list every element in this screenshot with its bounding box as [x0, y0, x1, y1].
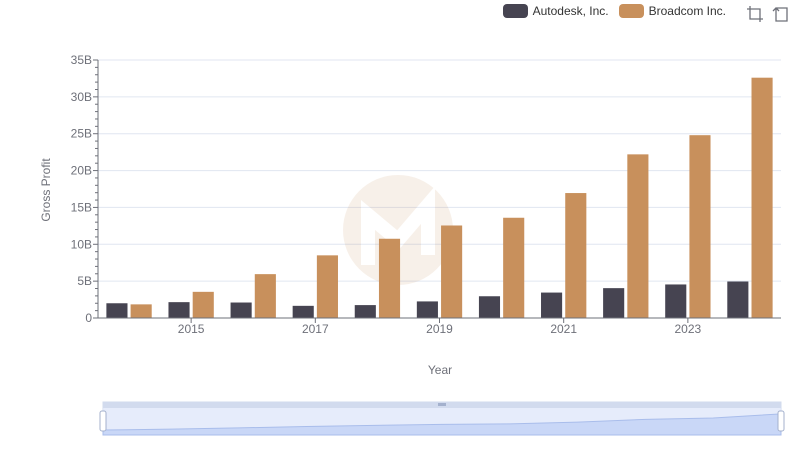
y-tick-label: 5B: [77, 274, 92, 288]
bar-autodesk-2018[interactable]: [354, 305, 376, 318]
y-axis: 0 5B 10B 15B 20B 25B 30B 35B: [71, 53, 99, 325]
legend-item-autodesk[interactable]: Autodesk, Inc.: [502, 4, 609, 18]
legend-swatch-broadcom: [618, 4, 644, 18]
bar-broadcom-2020[interactable]: [503, 217, 525, 318]
y-tick-label: 25B: [71, 127, 92, 141]
bar-broadcom-2016[interactable]: [254, 274, 276, 318]
y-tick-label: 15B: [71, 200, 92, 214]
bar-autodesk-2022[interactable]: [603, 288, 625, 318]
bar-broadcom-2018[interactable]: [378, 238, 401, 318]
y-tick-label: 10B: [71, 237, 92, 251]
slider-left-handle[interactable]: [99, 410, 107, 432]
bar-autodesk-2017[interactable]: [292, 305, 314, 318]
y-tick-label: 30B: [71, 90, 92, 104]
legend-item-broadcom[interactable]: Broadcom Inc.: [618, 4, 726, 18]
x-tick-label: 2017: [302, 322, 329, 336]
slider-right-handle[interactable]: [777, 410, 785, 432]
bar-broadcom-2015[interactable]: [192, 291, 214, 318]
y-tick-label: 20B: [71, 164, 92, 178]
x-tick-label: 2019: [426, 322, 453, 336]
bar-autodesk-2014[interactable]: [106, 303, 128, 318]
legend: Autodesk, Inc. Broadcom Inc.: [502, 4, 726, 18]
data-zoom-slider[interactable]: [99, 401, 785, 436]
x-axis-title: Year: [428, 363, 452, 377]
bar-autodesk-2024[interactable]: [727, 281, 749, 318]
bar-broadcom-2021[interactable]: [565, 193, 587, 318]
y-tick-label: 0: [85, 311, 92, 325]
bar-broadcom-2017[interactable]: [316, 255, 338, 318]
legend-label-autodesk: Autodesk, Inc.: [532, 4, 609, 18]
slider-grip[interactable]: [438, 403, 446, 406]
x-tick-label: 2023: [675, 322, 702, 336]
x-tick-label: 2021: [550, 322, 577, 336]
legend-swatch-autodesk: [502, 4, 528, 18]
bar-autodesk-2015[interactable]: [168, 302, 190, 318]
bar-autodesk-2023[interactable]: [665, 284, 687, 318]
gridlines: [98, 59, 781, 282]
x-axis: 2015 2017 2019 2021 2023: [98, 317, 781, 336]
bar-autodesk-2016[interactable]: [230, 302, 252, 318]
zoom-icon[interactable]: [746, 5, 764, 23]
bar-autodesk-2019[interactable]: [416, 301, 438, 318]
x-tick-label: 2015: [178, 322, 205, 336]
legend-label-broadcom: Broadcom Inc.: [648, 4, 726, 18]
y-tick-label: 35B: [71, 53, 92, 67]
bar-broadcom-2022[interactable]: [627, 154, 649, 318]
bar-autodesk-2021[interactable]: [541, 292, 563, 318]
bar-broadcom-2023[interactable]: [689, 135, 711, 318]
bar-broadcom-2014[interactable]: [130, 304, 152, 318]
bar-broadcom-2024[interactable]: [751, 77, 773, 318]
bars-group: [106, 77, 773, 318]
y-axis-title: Gross Profit: [39, 158, 53, 222]
restore-icon[interactable]: [772, 5, 790, 23]
toolbox: [746, 5, 790, 23]
bar-broadcom-2019[interactable]: [441, 225, 463, 318]
bar-autodesk-2020[interactable]: [478, 296, 501, 318]
